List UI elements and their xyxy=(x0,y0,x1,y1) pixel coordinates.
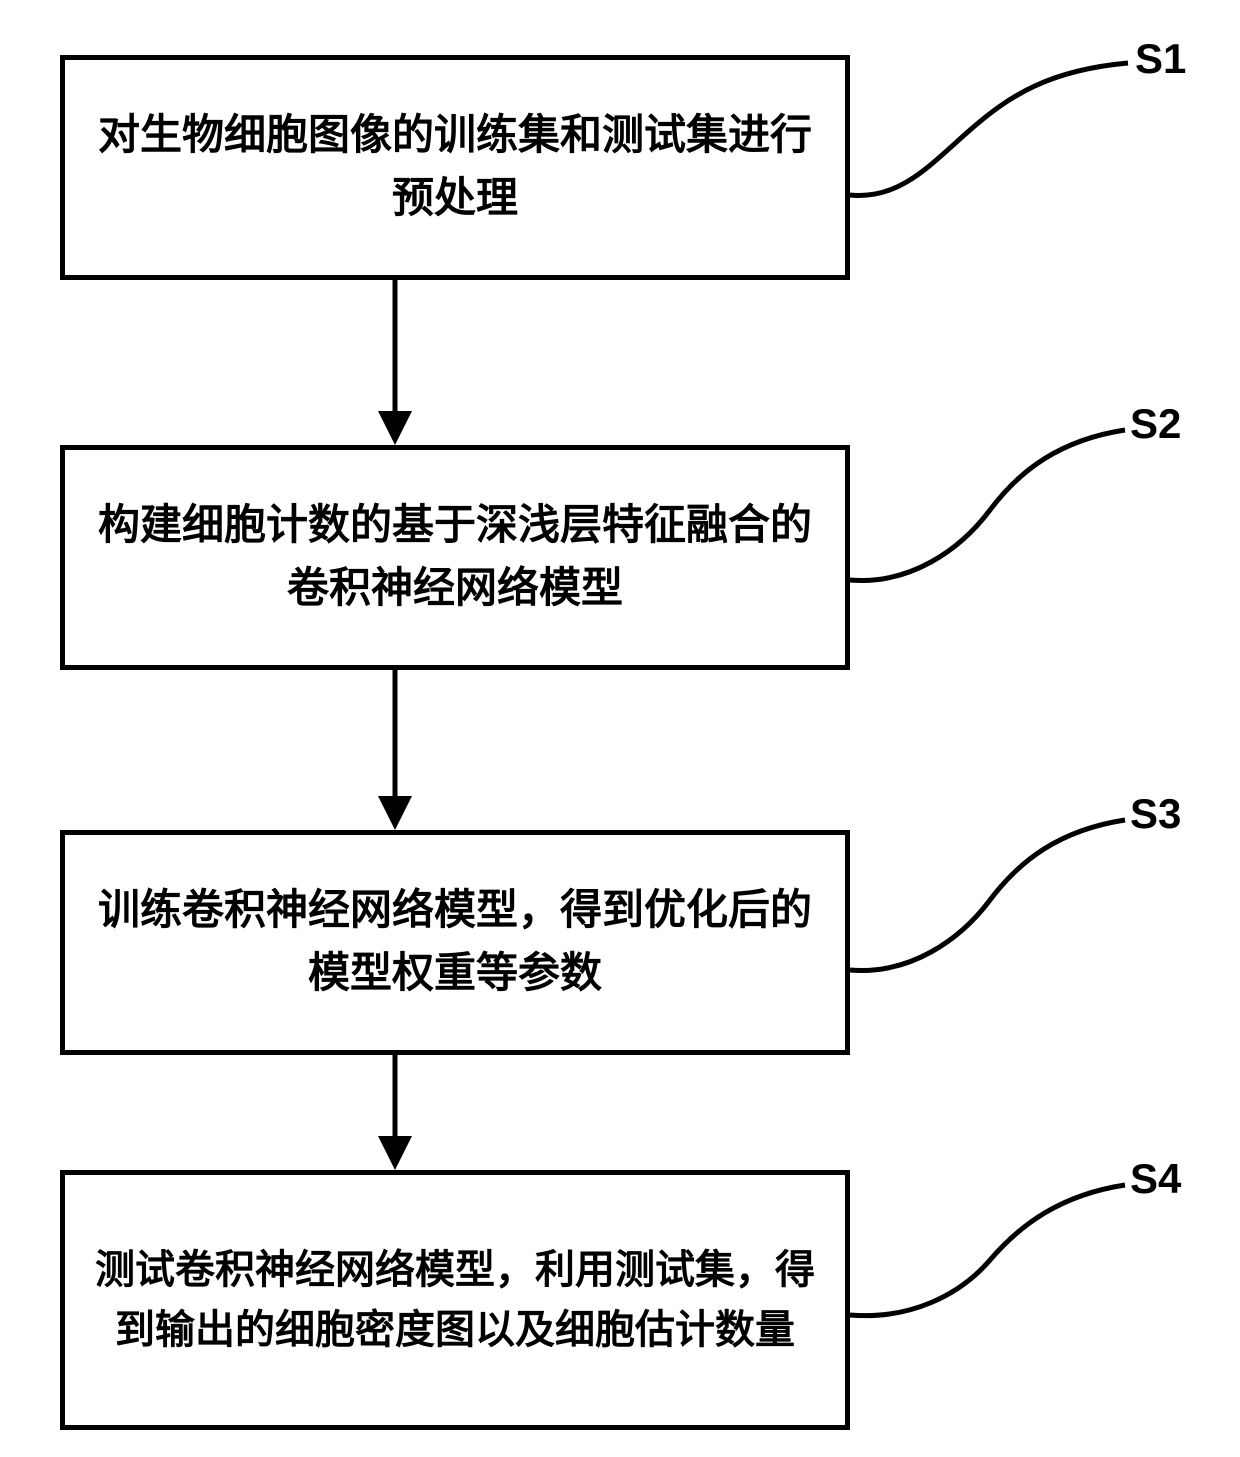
flowchart-canvas: 对生物细胞图像的训练集和测试集进行预处理 S1 构建细胞计数的基于深浅层特征融合的卷… xyxy=(0,0,1240,1457)
flow-arrow-head xyxy=(378,1136,412,1170)
step-label-s3: S3 xyxy=(1130,790,1181,838)
flowchart-step-text: 对生物细胞图像的训练集和测试集进行预处理 xyxy=(95,105,815,231)
flowchart-step-s4: 测试卷积神经网络模型，利用测试集，得到输出的细胞密度图以及细胞估计数量 xyxy=(60,1170,850,1430)
label-connector xyxy=(850,63,1128,195)
flowchart-step-s2: 构建细胞计数的基于深浅层特征融合的卷积神经网络模型 xyxy=(60,445,850,670)
flow-arrow-head xyxy=(378,796,412,830)
label-connector xyxy=(850,1185,1125,1316)
flowchart-step-text: 测试卷积神经网络模型，利用测试集，得到输出的细胞密度图以及细胞估计数量 xyxy=(95,1240,815,1360)
flowchart-step-s1: 对生物细胞图像的训练集和测试集进行预处理 xyxy=(60,55,850,280)
step-label-s1: S1 xyxy=(1135,35,1186,83)
flowchart-step-text: 训练卷积神经网络模型，得到优化后的模型权重等参数 xyxy=(95,880,815,1006)
label-connector xyxy=(850,820,1125,970)
flowchart-step-text: 构建细胞计数的基于深浅层特征融合的卷积神经网络模型 xyxy=(95,495,815,621)
step-label-s2: S2 xyxy=(1130,400,1181,448)
flowchart-step-s3: 训练卷积神经网络模型，得到优化后的模型权重等参数 xyxy=(60,830,850,1055)
flow-arrow-head xyxy=(378,411,412,445)
label-connector xyxy=(850,430,1125,580)
step-label-s4: S4 xyxy=(1130,1155,1181,1203)
